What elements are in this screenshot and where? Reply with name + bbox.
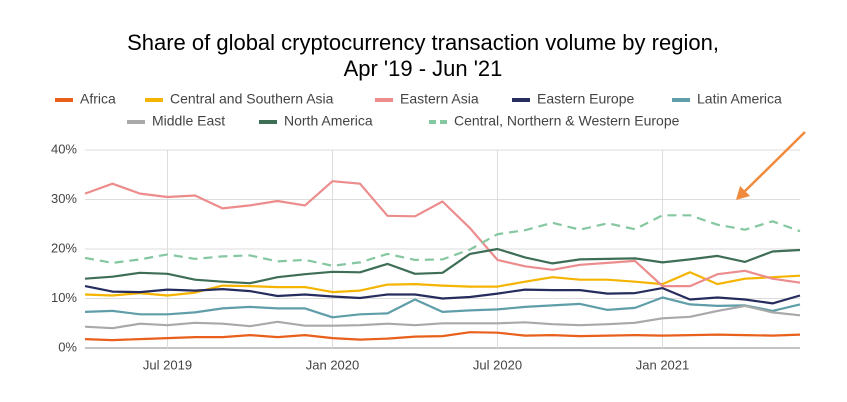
series-line: [84, 247, 801, 285]
legend-label: Latin America: [697, 91, 782, 107]
y-tick-label: 20%: [51, 240, 77, 255]
x-tick-label: Jan 2021: [636, 357, 690, 372]
y-tick-label: 30%: [51, 191, 77, 206]
grid: [85, 149, 800, 349]
chart-title: Apr '19 - Jun '21: [344, 56, 503, 81]
series-line: [84, 296, 801, 319]
legend-label: North America: [284, 113, 373, 129]
series-line: [84, 214, 801, 267]
series-line: [84, 304, 801, 330]
series-line: [84, 285, 801, 305]
legend-label: Eastern Asia: [400, 91, 479, 107]
series-line: [84, 180, 801, 288]
legend-label: Central, Northern & Western Europe: [454, 113, 680, 129]
annotation-arrowhead: [736, 186, 750, 200]
x-tick-label: Jul 2020: [473, 357, 522, 372]
annotation-arrow: [741, 131, 806, 195]
legend-label: Eastern Europe: [537, 91, 634, 107]
series-line: [84, 331, 801, 342]
y-tick-label: 40%: [51, 141, 77, 156]
y-tick-label: 10%: [51, 290, 77, 305]
plot: [84, 180, 801, 342]
y-tick-label: 0%: [58, 339, 77, 354]
x-tick-label: Jul 2019: [143, 357, 192, 372]
chart-title: Share of global cryptocurrency transacti…: [127, 30, 719, 55]
legend-label: Middle East: [152, 113, 225, 129]
x-tick-label: Jan 2020: [306, 357, 360, 372]
legend-label: Central and Southern Asia: [170, 91, 334, 107]
legend-label: Africa: [80, 91, 116, 107]
